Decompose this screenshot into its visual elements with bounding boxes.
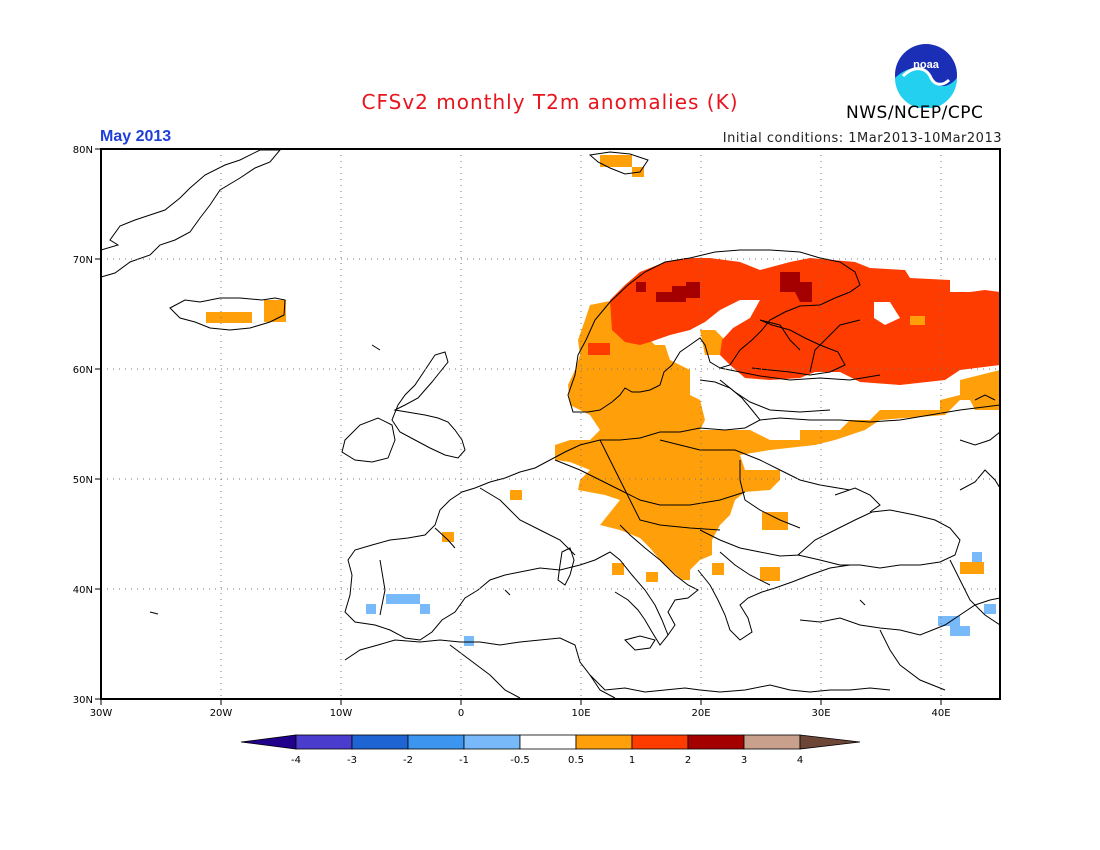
- colorbar-label: 3: [741, 755, 747, 766]
- colorbar-label: -1: [459, 755, 469, 766]
- colorbar-box: [743, 734, 801, 750]
- map-frame: [100, 148, 1001, 700]
- lon-label: 30W: [90, 708, 113, 719]
- colorbar-box: [407, 734, 465, 750]
- colorbar-label: -0.5: [510, 755, 530, 766]
- lon-label: 20W: [210, 708, 233, 719]
- colorbar-label: 2: [685, 755, 691, 766]
- lat-label: 30N: [73, 695, 93, 706]
- colorbar-box: [575, 734, 633, 750]
- agency-label: NWS/NCEP/CPC: [846, 103, 984, 123]
- anomaly-red-regions: [588, 258, 1000, 385]
- anomaly-blue-regions: [366, 552, 996, 646]
- colorbar-label: -2: [403, 755, 413, 766]
- colorbar: -4 -3 -2 -1 -0.5 0.5 1 2 3 4: [240, 734, 861, 766]
- lat-label: 80N: [73, 145, 93, 156]
- lat-tick-labels: 30N 40N 50N 60N 70N 80N: [73, 145, 93, 706]
- lat-label: 60N: [73, 365, 93, 376]
- colorbar-low-arrow: [240, 734, 297, 750]
- colorbar-label: -3: [347, 755, 357, 766]
- lon-label: 10W: [330, 708, 353, 719]
- colorbar-label: 0.5: [568, 755, 584, 766]
- colorbar-box: [631, 734, 689, 750]
- lon-label: 40E: [931, 708, 950, 719]
- colorbar-high-arrow: [799, 734, 861, 750]
- lon-label: 30E: [811, 708, 830, 719]
- colorbar-box: [519, 734, 577, 750]
- colorbar-label: 4: [797, 755, 803, 766]
- coastlines: [101, 149, 1000, 699]
- lon-label: 0: [458, 708, 464, 719]
- colorbar-box: [687, 734, 745, 750]
- tick-marks: [95, 148, 942, 705]
- lat-label: 40N: [73, 585, 93, 596]
- forecast-month: May 2013: [100, 128, 172, 145]
- lat-label: 70N: [73, 255, 93, 266]
- lon-label: 10E: [571, 708, 590, 719]
- colorbar-label: 1: [629, 755, 635, 766]
- colorbar-box: [463, 734, 521, 750]
- lon-tick-labels: 30W 20W 10W 0 10E 20E 30E 40E: [90, 708, 951, 719]
- lat-label: 50N: [73, 475, 93, 486]
- colorbar-box: [351, 734, 409, 750]
- svg-text:noaa: noaa: [913, 59, 940, 71]
- initial-conditions: Initial conditions: 1Mar2013-10Mar2013: [722, 131, 1002, 146]
- colorbar-box: [295, 734, 353, 750]
- anomaly-darkred-regions: [636, 272, 812, 302]
- anomaly-fields: [206, 155, 1000, 646]
- colorbar-label: -4: [291, 755, 301, 766]
- noaa-logo: noaa: [895, 44, 957, 108]
- lon-label: 20E: [691, 708, 710, 719]
- map-title: CFSv2 monthly T2m anomalies (K): [361, 90, 739, 114]
